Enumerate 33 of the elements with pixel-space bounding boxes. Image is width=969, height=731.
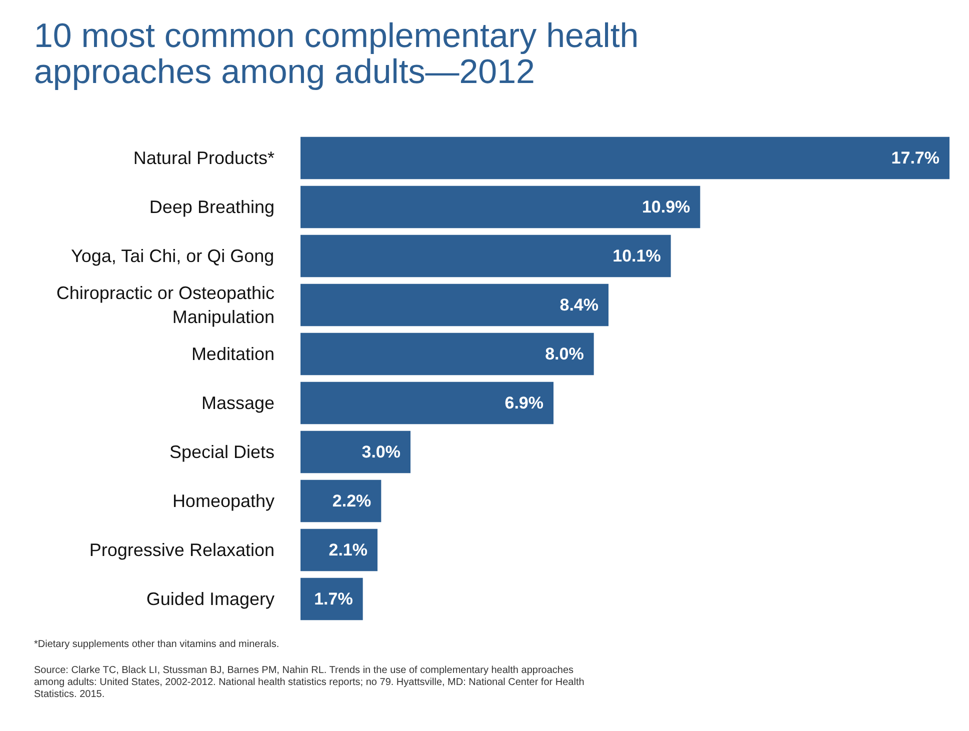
bar (300, 430, 410, 474)
bar (300, 136, 950, 180)
y-tick-label: Natural Products* (133, 148, 275, 168)
bar (300, 332, 594, 376)
data-label: 2.2% (332, 492, 372, 510)
data-label: 6.9% (504, 394, 544, 412)
data-label: 3.0% (362, 442, 400, 462)
y-tick-label: Massage (201, 393, 275, 413)
bar (300, 284, 608, 326)
bar (300, 480, 382, 522)
data-label: 10.9% (642, 198, 690, 216)
y-tick-label: Special Diets (169, 442, 274, 462)
data-label: 1.7% (314, 590, 353, 608)
data-label: 2.1% (328, 540, 368, 560)
y-tick-label: Chiropractic or Osteopathic Manipulation (56, 283, 275, 327)
bar (300, 382, 554, 424)
data-label: 10.1% (612, 246, 661, 266)
data-label: 8.4% (560, 296, 598, 314)
data-label: 8.0% (545, 344, 584, 364)
chart-title: 10 most common complementary health approaches among adults—2012 (34, 17, 640, 91)
bar (300, 578, 363, 620)
source-note: Source: Clarke TC, Black LI, Stussman BJ, Barnes PM, Nahin RL. Trends in the use of complementary health approaches among adults: United States, 2002-2012. National health statistics reports; no 79. Hyattsville, MD: National Center for Health Statistics. 2015. (34, 665, 586, 701)
y-tick-label: Progressive Relaxation (89, 540, 275, 560)
bar (300, 528, 378, 572)
y-tick-label: Yoga, Tai Chi, or Qi Gong (71, 246, 274, 266)
y-tick-label: Guided Imagery (146, 589, 275, 609)
y-tick-label: Homeopathy (172, 491, 275, 511)
y-tick-label: Meditation (191, 344, 275, 364)
text: *Dietary supplements other than vitamins and minerals. (34, 639, 280, 651)
bar (300, 234, 671, 278)
y-tick-label: Deep Breathing (149, 197, 275, 217)
data-label: 17.7% (891, 148, 940, 168)
bar (300, 186, 700, 228)
